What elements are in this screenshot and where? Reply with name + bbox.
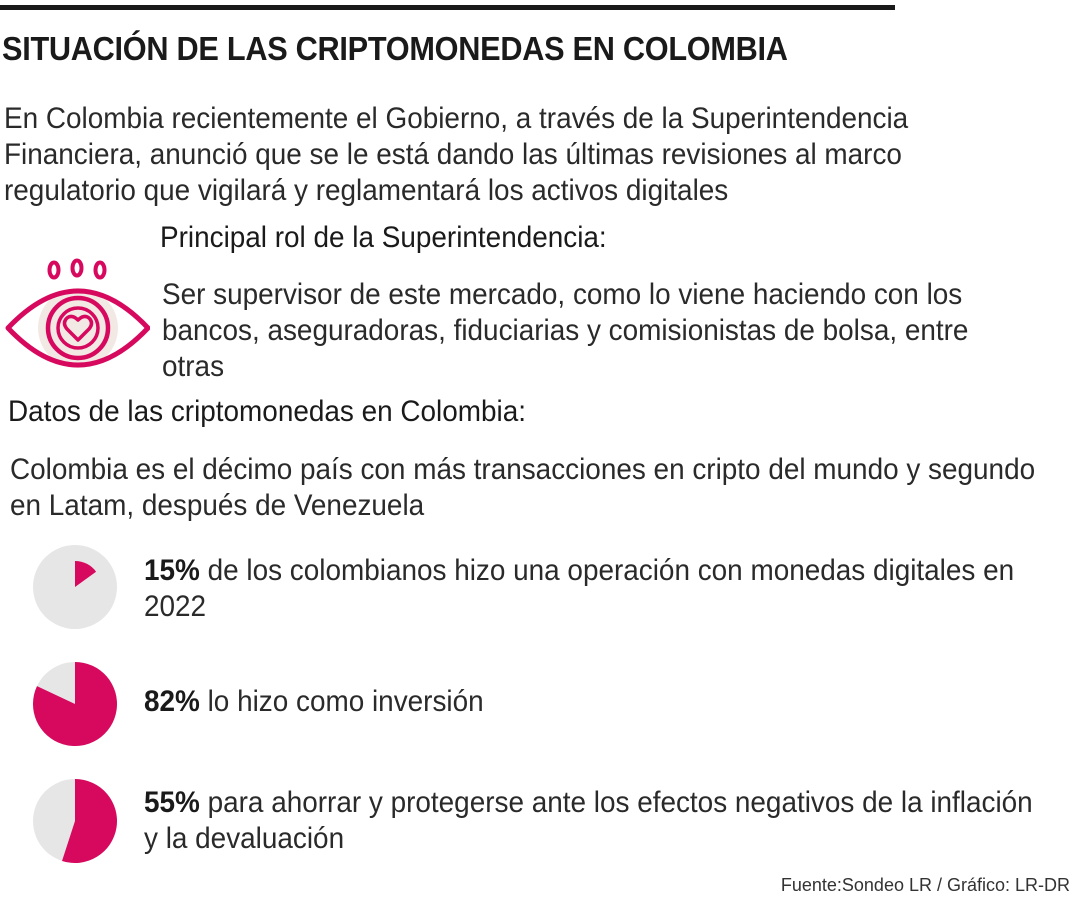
pie-slice-value [33,662,117,746]
eye-heart-icon [5,258,150,368]
pie-chart-3 [33,779,117,863]
pie-slice-value [75,560,97,587]
icon-lash-right [93,260,107,280]
data-heading: Datos de las criptomonedas en Colombia: [8,395,526,428]
intro-text: En Colombia recientemente el Gobierno, a… [4,102,909,207]
icon-lash-left [47,260,61,280]
stat-description-2: lo hizo como inversión [207,685,484,718]
role-heading: Principal rol de la Superintendencia: [160,221,607,254]
icon-heart [62,314,94,342]
stat-description-1: de los colombianos hizo una operación co… [144,554,1015,623]
data-intro-text: Colombia es el décimo país con más trans… [10,453,1036,522]
icon-iris-outer [45,295,111,361]
stat-percent-3: 55% [144,786,200,819]
stat-description-3: para ahorrar y protegerse ante los efect… [144,786,1033,855]
page-title: SITUACIÓN DE LAS CRIPTOMONEDAS EN COLOMB… [2,30,788,67]
stat-text-1: 15% de los colombianos hizo una operació… [144,553,1037,625]
stat-text-2: 82% lo hizo como inversión [144,684,1037,720]
stat-text-3: 55% para ahorrar y protegerse ante los e… [144,785,1037,857]
stat-percent-2: 82% [144,685,200,718]
icon-eye-outline [5,288,150,368]
stat-percent-1: 15% [144,554,200,587]
pie-chart-2 [33,662,117,746]
role-text: Ser supervisor de este mercado, como lo … [162,278,969,383]
pie-slice-value [62,779,117,863]
icon-lash-center [70,258,84,278]
source-note: Fuente:Sondeo LR / Gráfico: LR-DR [780,875,1070,895]
pie-chart-1 [33,545,117,629]
top-rule [0,5,895,10]
icon-iris-inner [56,306,100,350]
